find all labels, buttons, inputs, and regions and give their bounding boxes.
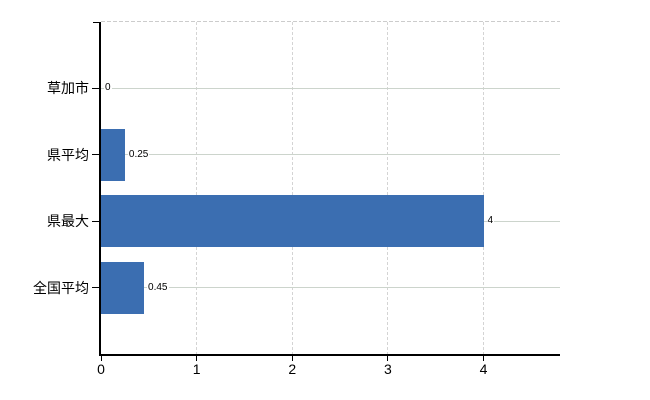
value-label-2: 4 <box>486 215 495 228</box>
plot-top-border <box>101 21 560 22</box>
h-gridline <box>101 87 560 89</box>
x-tick <box>196 356 198 361</box>
category-label-1: 県平均 <box>47 146 89 163</box>
x-tick <box>100 356 102 361</box>
category-label-3: 全国平均 <box>33 279 89 296</box>
h-gridline <box>101 154 560 156</box>
x-tick <box>483 356 484 361</box>
y-axis-line <box>99 22 101 356</box>
x-tick-label-2: 2 <box>288 361 297 377</box>
bar-2 <box>101 195 484 248</box>
bar-1 <box>101 128 125 181</box>
h-gridline <box>101 287 560 289</box>
v-gridline <box>483 22 484 354</box>
y-tick <box>92 220 99 222</box>
bar-3 <box>101 261 145 314</box>
y-tick <box>92 87 99 89</box>
x-tick-label-0: 0 <box>97 361 105 377</box>
x-tick-label-1: 1 <box>192 361 201 377</box>
x-tick <box>291 356 293 361</box>
value-label-3: 0.45 <box>147 281 169 294</box>
v-gridline <box>387 22 389 354</box>
category-label-0: 草加市 <box>47 80 89 97</box>
value-label-0: 0 <box>104 82 112 95</box>
y-axis-top-tick <box>93 22 100 23</box>
v-gridline <box>196 22 198 354</box>
category-label-2: 県最大 <box>47 213 89 230</box>
v-gridline <box>291 22 293 354</box>
x-tick-label-3: 3 <box>383 361 392 377</box>
value-label-1: 0.25 <box>127 148 150 161</box>
x-axis-line <box>99 354 560 356</box>
y-tick <box>92 287 99 289</box>
y-tick <box>92 154 99 156</box>
x-tick-label-4: 4 <box>479 361 488 377</box>
x-tick <box>387 356 389 361</box>
